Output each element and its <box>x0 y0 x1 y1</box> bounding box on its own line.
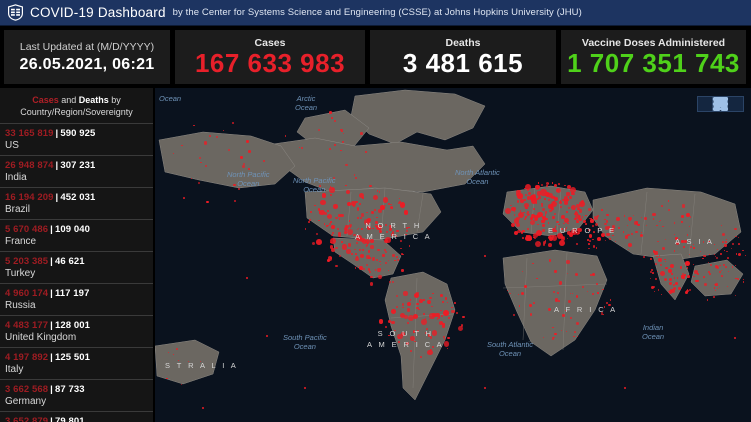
count-separator: | <box>50 384 53 396</box>
cases-value: 167 633 983 <box>194 47 346 78</box>
vaccines-value: 1 707 351 743 <box>567 47 740 78</box>
title-bar: COVID-19 Dashboard by the Center for Sys… <box>0 0 751 26</box>
country-cases: 16 194 209 <box>5 192 54 204</box>
country-cases: 33 165 819 <box>5 128 54 140</box>
country-cases: 5 670 486 <box>5 224 49 236</box>
country-counts: 5 203 385 | 46 621 <box>5 256 147 267</box>
vaccines-label: Vaccine Doses Administered <box>581 36 726 49</box>
country-cases: 3 652 879 <box>5 416 49 422</box>
count-separator: | <box>50 256 53 268</box>
last-updated-label: Last Updated at (M/D/YYYY) <box>19 40 155 53</box>
country-counts: 16 194 209 | 452 031 <box>5 192 147 203</box>
list-item[interactable]: 26 948 874 | 307 231 India <box>0 156 153 189</box>
country-name: India <box>5 172 27 184</box>
list-item[interactable]: 3 662 568 | 87 733 Germany <box>0 380 153 413</box>
count-separator: | <box>55 128 59 140</box>
count-separator: | <box>50 224 53 236</box>
count-separator: | <box>50 288 53 300</box>
country-name: Italy <box>5 364 24 376</box>
country-name: Germany <box>5 396 47 408</box>
country-counts: 5 670 486 | 109 040 <box>5 224 147 235</box>
country-deaths: 46 621 <box>54 256 85 268</box>
country-counts: 4 483 177 | 128 001 <box>5 320 147 331</box>
deaths-value: 3 481 615 <box>402 47 524 78</box>
country-counts: 33 165 819 | 590 925 <box>5 128 147 139</box>
country-cases: 4 960 174 <box>5 288 49 300</box>
country-deaths: 128 001 <box>54 320 90 332</box>
cases-label: Cases <box>254 36 286 49</box>
list-item[interactable]: 3 652 879|79 801Spain <box>0 412 153 422</box>
country-cases: 4 483 177 <box>5 320 49 332</box>
country-counts: 4 197 892 | 125 501 <box>5 352 147 363</box>
country-deaths: 87 733 <box>54 384 85 396</box>
map-landmass <box>155 89 744 401</box>
map-controls[interactable] <box>697 96 744 112</box>
country-cases: 5 203 385 <box>5 256 49 268</box>
country-name: France <box>5 236 37 248</box>
country-deaths: 452 031 <box>60 192 96 204</box>
country-deaths: 125 501 <box>54 352 90 364</box>
country-deaths: 590 925 <box>60 128 96 140</box>
list-item[interactable]: 5 203 385 | 46 621 Turkey <box>0 252 153 285</box>
heading-and-word: and <box>58 95 79 105</box>
country-cases: 3 662 568 <box>5 384 49 396</box>
list-item[interactable]: 4 197 892 | 125 501 Italy <box>0 348 153 381</box>
dashboard-body: Cases and Deaths by Country/Region/Sover… <box>0 88 751 422</box>
page-title: COVID-19 Dashboard <box>30 5 166 20</box>
country-list-heading: Cases and Deaths by Country/Region/Sover… <box>0 88 153 125</box>
country-name: US <box>5 140 19 152</box>
vaccines-panel: Vaccine Doses Administered 1 707 351 743 <box>561 30 746 84</box>
country-deaths: 117 197 <box>54 288 90 300</box>
cases-panel: Cases 167 633 983 <box>175 30 365 84</box>
country-counts: 4 960 174 | 117 197 <box>5 288 147 299</box>
deaths-label: Deaths <box>445 36 481 49</box>
country-cases: 26 948 874 <box>5 160 54 172</box>
basemap-grid-icon[interactable] <box>713 97 743 111</box>
country-name: Russia <box>5 300 36 312</box>
country-name: Brazil <box>5 204 31 216</box>
country-deaths: 109 040 <box>54 224 90 236</box>
heading-cases-word: Cases <box>32 95 59 105</box>
country-name: Turkey <box>5 268 36 280</box>
list-item[interactable]: 33 165 819 | 590 925 US <box>0 124 153 157</box>
country-name: United Kingdom <box>5 332 77 344</box>
list-item[interactable]: 5 670 486 | 109 040 France <box>0 220 153 253</box>
stats-row: Last Updated at (M/D/YYYY) 26.05.2021, 0… <box>0 26 751 88</box>
list-item[interactable]: 16 194 209 | 452 031 Brazil <box>0 188 153 221</box>
country-deaths: 307 231 <box>60 160 96 172</box>
heading-deaths-word: Deaths <box>78 95 109 105</box>
country-counts: 26 948 874 | 307 231 <box>5 160 147 171</box>
list-item[interactable]: 4 483 177 | 128 001 United Kingdom <box>0 316 153 349</box>
count-separator: | <box>50 416 53 422</box>
heading-line-2: Country/Region/Sovereignty <box>20 107 133 118</box>
country-list-panel[interactable]: Cases and Deaths by Country/Region/Sover… <box>0 88 155 422</box>
deaths-panel: Deaths 3 481 615 <box>370 30 556 84</box>
count-separator: | <box>50 320 53 332</box>
count-separator: | <box>50 352 53 364</box>
heading-by-word: by <box>108 95 121 105</box>
country-list: 33 165 819 | 590 925 US 26 948 874 | 307 231 In… <box>0 124 153 422</box>
count-separator: | <box>55 160 59 172</box>
last-updated-panel: Last Updated at (M/D/YYYY) 26.05.2021, 0… <box>4 30 170 84</box>
page-subtitle: by the Center for Systems Science and En… <box>172 7 582 18</box>
count-separator: | <box>55 192 59 204</box>
country-counts: 3 662 568 | 87 733 <box>5 384 147 395</box>
country-deaths: 79 801 <box>54 416 85 422</box>
country-cases: 4 197 892 <box>5 352 49 364</box>
list-item[interactable]: 4 960 174 | 117 197 Russia <box>0 284 153 317</box>
country-counts: 3 652 879 | 79 801 <box>5 416 147 422</box>
world-map[interactable]: Ocean Arctic Ocean North Pacific Ocean Nort… <box>155 88 751 422</box>
jhu-shield-icon <box>8 4 23 21</box>
last-updated-value: 26.05.2021, 06:21 <box>19 55 155 73</box>
